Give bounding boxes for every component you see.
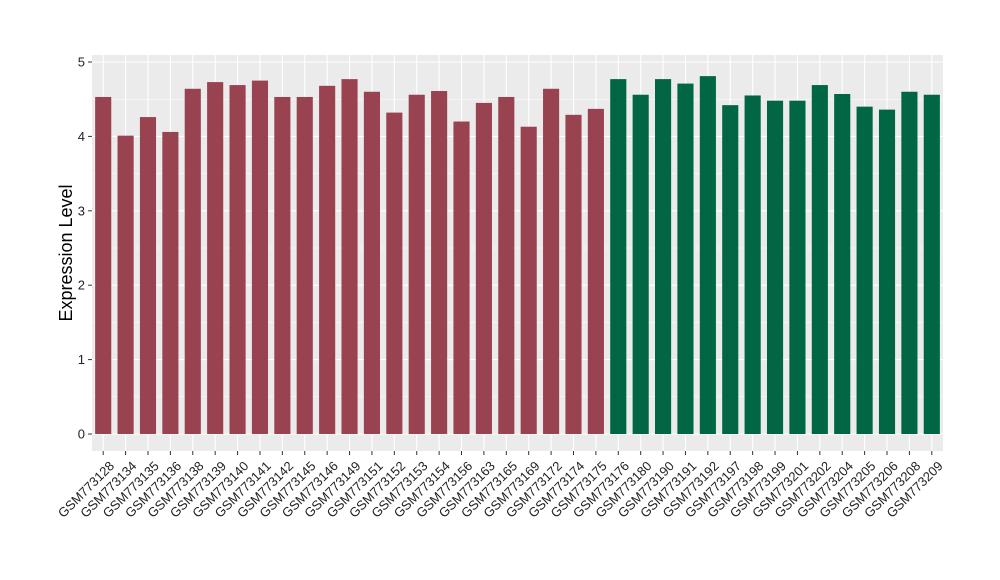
- bar-GSM773134: [117, 135, 134, 434]
- y-tick-label: 0: [78, 427, 85, 442]
- bar-GSM773174: [565, 114, 582, 434]
- bar-GSM773146: [319, 85, 336, 435]
- y-tick-label: 2: [78, 278, 85, 293]
- x-axis: GSM773128GSM773134GSM773135GSM773136GSM7…: [55, 451, 946, 521]
- y-tick-label: 1: [78, 352, 85, 367]
- bars: [95, 76, 940, 435]
- y-tick-label: 5: [78, 55, 85, 70]
- bar-GSM773163: [475, 102, 492, 435]
- bar-GSM773191: [677, 83, 694, 435]
- bar-GSM773197: [722, 105, 739, 434]
- bar-GSM773135: [139, 117, 157, 434]
- bar-GSM773165: [498, 96, 515, 434]
- bar-GSM773152: [386, 112, 403, 434]
- bar-GSM773204: [834, 93, 851, 434]
- bar-GSM773128: [95, 96, 112, 434]
- bar-GSM773154: [431, 91, 448, 435]
- bar-GSM773145: [296, 96, 313, 434]
- bar-GSM773169: [520, 126, 537, 434]
- bar-GSM773208: [901, 91, 918, 434]
- y-tick-label: 3: [78, 203, 85, 218]
- bar-GSM773205: [856, 106, 873, 434]
- bar-GSM773153: [408, 94, 425, 435]
- y-axis-title: Expression Level: [56, 184, 76, 321]
- bar-GSM773172: [543, 88, 560, 434]
- bar-GSM773199: [766, 100, 784, 435]
- y-axis: 0 1 2 3 4 5: [78, 55, 92, 442]
- bar-GSM773180: [632, 94, 649, 435]
- bar-GSM773140: [229, 85, 246, 435]
- bar-GSM773149: [341, 79, 358, 434]
- bar-GSM773139: [207, 82, 224, 434]
- bar-GSM773202: [811, 85, 828, 435]
- bar-GSM773176: [610, 79, 627, 434]
- bar-GSM773190: [655, 79, 672, 434]
- bar-GSM773141: [251, 80, 269, 434]
- bar-GSM773142: [274, 96, 291, 434]
- bar-GSM773201: [789, 100, 806, 435]
- bar-GSM773175: [587, 108, 604, 434]
- y-tick-label: 4: [78, 129, 85, 144]
- bar-GSM773192: [699, 76, 716, 435]
- bar-GSM773198: [744, 95, 761, 434]
- bar-GSM773156: [453, 121, 470, 435]
- bar-GSM773138: [184, 88, 201, 434]
- bar-GSM773209: [923, 94, 940, 435]
- bar-GSM773206: [878, 109, 896, 434]
- bar-GSM773136: [162, 131, 179, 434]
- bar-GSM773151: [363, 91, 380, 434]
